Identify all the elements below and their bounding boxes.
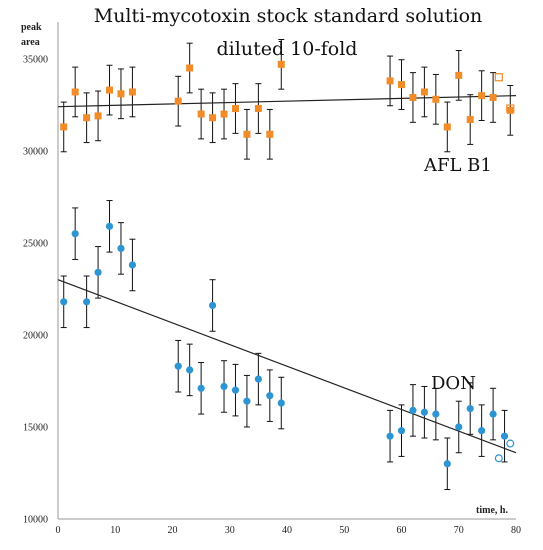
x-tick-label: 60 [397, 525, 407, 536]
data-point [455, 423, 463, 431]
data-point [420, 408, 428, 416]
data-point [386, 77, 394, 85]
data-point [243, 130, 251, 138]
data-point [466, 116, 474, 124]
data-point [174, 362, 182, 370]
series-1 [57, 200, 517, 491]
data-point [197, 384, 205, 392]
data-point [489, 93, 497, 101]
y-tick-label: 30000 [23, 146, 48, 157]
x-tick-label: 30 [225, 525, 235, 536]
data-point [455, 71, 463, 79]
y-tick-label: 10000 [23, 515, 48, 526]
data-point [128, 88, 136, 96]
y-tick-label: 35000 [23, 54, 48, 65]
data-point [117, 90, 125, 98]
data-point [105, 222, 114, 230]
data-point [443, 123, 451, 131]
data-point [254, 105, 262, 113]
data-point [117, 244, 125, 253]
data-point [174, 97, 182, 105]
data-point [466, 404, 474, 413]
data-point [71, 230, 79, 238]
data-point [60, 298, 68, 306]
data-point [106, 86, 114, 94]
data-point [432, 95, 440, 103]
data-point [500, 432, 509, 440]
y-axis-title-line1: peak [21, 22, 42, 33]
data-point [506, 106, 514, 114]
data-point [94, 112, 102, 120]
data-point [397, 427, 406, 435]
open-data-point [506, 439, 515, 448]
data-point [443, 460, 451, 468]
y-axis-title-line2: area [21, 37, 40, 48]
data-point [186, 64, 194, 72]
data-point [254, 375, 262, 383]
x-tick-label: 20 [168, 525, 178, 536]
y-tick-labels: 10000 15000 20000 25000 30000 35000 [23, 54, 48, 525]
data-point [386, 432, 394, 440]
series-label-don: DON [431, 373, 476, 394]
data-point [128, 261, 137, 269]
data-point [220, 110, 228, 118]
data-point [409, 93, 417, 101]
data-point [243, 397, 251, 405]
data-point [266, 392, 274, 400]
series-label-afl-b1: AFL B1 [423, 155, 492, 176]
data-point [398, 81, 405, 89]
trend-line [57, 95, 517, 108]
open-data-point [494, 454, 503, 463]
x-tick-labels: 0 10 20 30 40 50 60 70 80 [56, 525, 522, 536]
data-point [231, 386, 240, 394]
data-point [186, 366, 194, 374]
data-point [478, 92, 486, 100]
chart-title: Multi-mycotoxin stock standard solution [94, 5, 483, 27]
y-tick-label: 15000 [23, 422, 48, 433]
data-point [60, 123, 68, 131]
series-layer [57, 38, 517, 491]
data-point [420, 88, 428, 96]
data-point [209, 114, 217, 122]
data-point [94, 268, 102, 276]
x-tick-label: 80 [511, 525, 521, 536]
data-point [208, 301, 217, 310]
data-point [409, 406, 417, 414]
data-point [478, 427, 486, 435]
x-tick-label: 70 [454, 525, 464, 536]
series-0 [57, 38, 517, 160]
data-point [83, 114, 91, 122]
x-tick-label: 50 [339, 525, 349, 536]
open-data-point [506, 104, 515, 113]
x-tick-label: 0 [56, 525, 61, 536]
data-point [277, 399, 285, 407]
data-point [489, 410, 497, 418]
data-point [231, 105, 239, 113]
chart-subtitle: diluted 10-fold [217, 38, 358, 60]
data-point [71, 88, 79, 96]
data-point [220, 382, 228, 391]
data-point [432, 410, 440, 418]
y-tick-label: 25000 [23, 238, 48, 249]
data-point [277, 60, 285, 68]
data-point [83, 298, 91, 306]
x-tick-label: 40 [282, 525, 292, 536]
y-tick-label: 20000 [23, 330, 48, 341]
open-data-point [494, 73, 503, 82]
data-point [266, 130, 274, 138]
data-point [197, 110, 205, 118]
trend-line [57, 279, 517, 454]
x-tick-label: 10 [110, 525, 120, 536]
x-axis-title: time, h. [476, 505, 508, 516]
axes-group [57, 22, 516, 520]
